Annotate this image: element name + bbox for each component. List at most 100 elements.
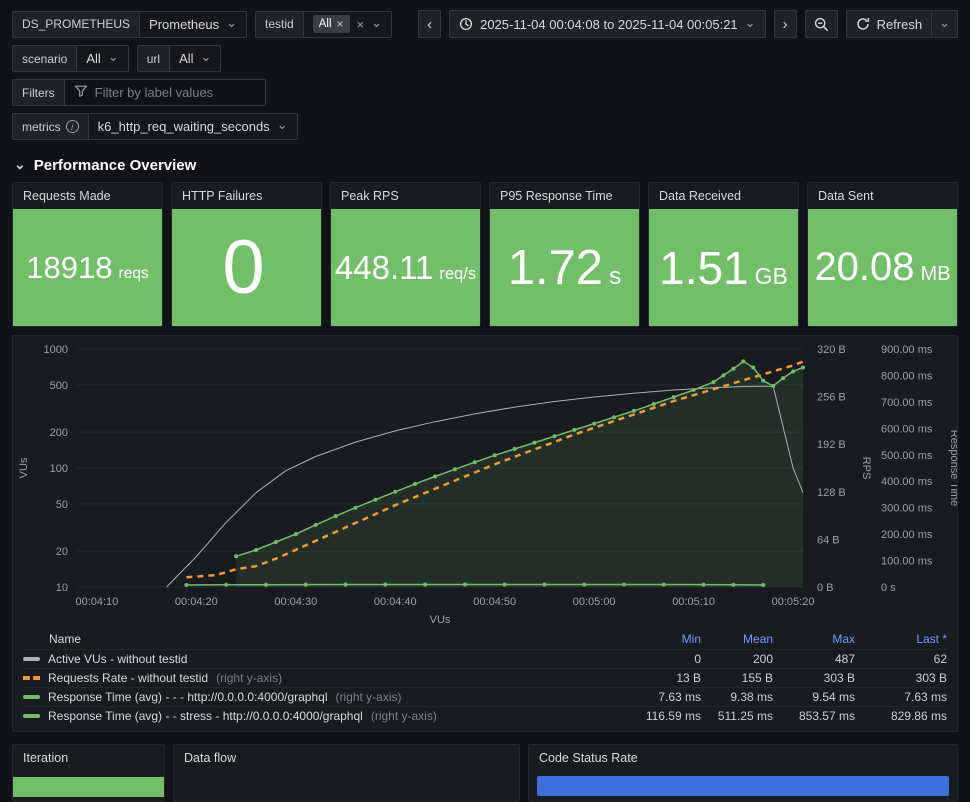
svg-text:10: 10 — [56, 582, 68, 594]
series-axis-note: (right y-axis) — [216, 671, 283, 685]
chevron-left-icon: ‹ — [427, 15, 433, 33]
legend-header-mean[interactable]: Mean — [742, 631, 773, 646]
svg-text:Response Time: Response Time — [948, 430, 957, 506]
refresh-button[interactable]: Refresh — [845, 10, 933, 38]
stat-body: 0 — [172, 209, 321, 326]
stat-value: 1.72 — [507, 240, 604, 295]
svg-text:100.00 ms: 100.00 ms — [881, 556, 933, 568]
stat-panel-data-sent: Data Sent 20.08 MB — [807, 182, 958, 327]
legend-series-response-time-stress[interactable]: Response Time (avg) - - stress - http://… — [23, 709, 609, 723]
var-metrics-select[interactable]: k6_http_req_waiting_seconds ⌄ — [87, 113, 298, 140]
dashboard-controls: DS_PROMETHEUS Prometheus ⌄ testid All × … — [0, 0, 970, 140]
info-icon[interactable]: i — [65, 120, 79, 133]
svg-text:00:04:40: 00:04:40 — [374, 596, 417, 608]
svg-text:900.00 ms: 900.00 ms — [881, 344, 933, 356]
series-color-swatch — [23, 714, 40, 718]
svg-text:1000: 1000 — [44, 344, 68, 356]
clear-selection-icon[interactable]: × — [356, 16, 365, 32]
timeseries-chart[interactable]: 10 20 50 100 200 500 1000 0 B 64 B 128 B 192 B 256 … — [13, 337, 960, 626]
svg-text:VUs: VUs — [18, 457, 30, 478]
svg-text:00:05:00: 00:05:00 — [573, 596, 616, 608]
stat-panel-peak-rps: Peak RPS 448.11 req/s — [330, 182, 481, 327]
legend-min: 7.63 ms — [658, 690, 701, 704]
legend-max: 9.54 ms — [812, 690, 855, 704]
panel-title: P95 Response Time — [500, 189, 613, 203]
stat-body: 18918 reqs — [13, 209, 162, 326]
time-shift-back-button[interactable]: ‹ — [418, 10, 442, 38]
series-color-swatch — [23, 657, 40, 661]
panel-title: Code Status Rate — [539, 751, 638, 765]
controls-row-2: scenario All ⌄ url All ⌄ — [12, 45, 958, 72]
svg-text:128 B: 128 B — [817, 487, 846, 499]
svg-text:500.00 ms: 500.00 ms — [881, 450, 933, 462]
stat-value: 20.08 — [814, 245, 915, 289]
svg-text:64 B: 64 B — [817, 534, 840, 546]
legend-header-last[interactable]: Last * — [916, 631, 947, 646]
legend-min: 13 B — [676, 671, 701, 685]
section-performance-overview[interactable]: ⌄ Performance Overview — [0, 147, 970, 182]
iteration-panel: Iteration — [12, 744, 165, 802]
legend-min: 0 — [694, 652, 701, 666]
time-range-picker[interactable]: 2025-11-04 00:04:08 to 2025-11-04 00:05:… — [449, 10, 766, 38]
legend-series-active-vus[interactable]: Active VUs - without testid — [23, 652, 609, 666]
code-status-bar-gauge — [537, 776, 949, 796]
legend-header-min[interactable]: Min — [681, 631, 701, 646]
time-shift-forward-button[interactable]: › — [773, 10, 797, 38]
var-testid-select[interactable]: All × × ⌄ — [302, 10, 393, 38]
legend-last: 7.63 ms — [904, 690, 947, 704]
clock-icon — [459, 17, 473, 31]
chevron-down-icon: ⌄ — [276, 117, 288, 132]
iteration-stat-bar — [13, 777, 164, 797]
refresh-interval-dropdown[interactable]: ⌄ — [932, 10, 958, 38]
legend-header-max[interactable]: Max — [832, 631, 855, 646]
svg-text:50: 50 — [56, 499, 68, 511]
filters-input[interactable] — [94, 85, 256, 100]
legend-mean: 9.38 ms — [730, 690, 773, 704]
legend-header: Name Min Mean Max Last * — [23, 628, 947, 649]
legend-mean: 155 B — [741, 671, 773, 685]
var-testid-label: testid — [255, 10, 303, 38]
stat-value: 1.51 — [659, 241, 749, 294]
var-scenario-select[interactable]: All ⌄ — [76, 45, 129, 72]
svg-text:300.00 ms: 300.00 ms — [881, 503, 933, 515]
var-testid: testid All × × ⌄ — [255, 10, 393, 38]
zoom-out-button[interactable] — [804, 10, 838, 38]
var-datasource-value: Prometheus — [149, 16, 220, 32]
controls-row-4: metrics i k6_http_req_waiting_seconds ⌄ — [12, 113, 958, 140]
series-axis-note: (right y-axis) — [335, 690, 402, 704]
stat-value: 18918 — [26, 249, 113, 285]
chevron-down-icon: ⌄ — [200, 49, 212, 64]
var-url-label: url — [136, 45, 170, 72]
chevron-down-icon: ⌄ — [939, 14, 950, 30]
svg-text:00:04:30: 00:04:30 — [274, 596, 317, 608]
var-datasource: DS_PROMETHEUS Prometheus ⌄ — [12, 10, 248, 38]
testid-chip-label: All — [318, 18, 332, 30]
chevron-down-icon: ⌄ — [371, 14, 383, 30]
stat-body: 1.72 s — [490, 209, 639, 326]
legend-series-requests-rate[interactable]: Requests Rate - without testid (right y-… — [23, 671, 609, 685]
stat-panel-data-received: Data Received 1.51 GB — [648, 182, 799, 327]
var-datasource-select[interactable]: Prometheus ⌄ — [139, 10, 248, 38]
svg-text:500: 500 — [50, 380, 68, 392]
var-scenario: scenario All ⌄ — [12, 45, 129, 72]
chevron-down-icon: ⌄ — [744, 14, 756, 30]
data-flow-panel: Data flow — [173, 744, 520, 802]
legend-last: 62 — [933, 652, 947, 666]
chip-close-icon[interactable]: × — [336, 17, 344, 31]
var-url-select[interactable]: All ⌄ — [169, 45, 222, 72]
svg-text:400.00 ms: 400.00 ms — [881, 476, 933, 488]
svg-text:700.00 ms: 700.00 ms — [881, 397, 933, 409]
stat-body: 448.11 req/s — [331, 209, 480, 326]
legend-row: Response Time (avg) - - stress - http://… — [23, 706, 947, 725]
svg-text:320 B: 320 B — [817, 344, 846, 356]
testid-chip[interactable]: All × — [312, 15, 350, 33]
zoom-out-icon — [814, 17, 829, 32]
panel-title: Data flow — [184, 751, 237, 765]
legend-max: 303 B — [823, 671, 855, 685]
refresh-group: Refresh ⌄ — [845, 10, 958, 38]
legend-header-name[interactable]: Name — [49, 631, 82, 646]
legend-series-response-time[interactable]: Response Time (avg) - - - http://0.0.0.0… — [23, 690, 609, 704]
bottom-panels-row: Iteration Data flow Code Status Rate — [0, 732, 970, 802]
legend-row: Response Time (avg) - - - http://0.0.0.0… — [23, 687, 947, 706]
